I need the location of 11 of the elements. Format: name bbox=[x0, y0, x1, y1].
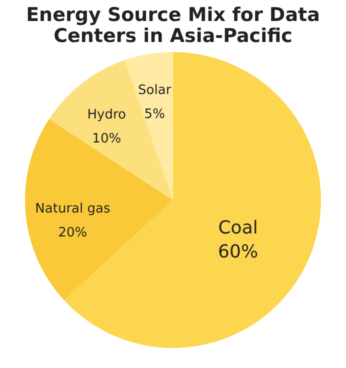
pie-slice bbox=[124, 52, 173, 200]
data-label: 20% bbox=[58, 225, 88, 240]
data-label: 10% bbox=[92, 132, 122, 147]
slice-label: Natural gas bbox=[35, 201, 110, 216]
chart-title: Energy Source Mix for Data Centers in Asia-Pacific bbox=[26, 4, 320, 47]
slice-label: Coal bbox=[218, 218, 258, 239]
data-label: 5% bbox=[144, 106, 165, 122]
pie-slice bbox=[49, 60, 173, 200]
data-label: 60% bbox=[218, 242, 258, 263]
slice-label: Solar bbox=[138, 82, 172, 98]
slice-label: Hydro bbox=[87, 108, 126, 123]
